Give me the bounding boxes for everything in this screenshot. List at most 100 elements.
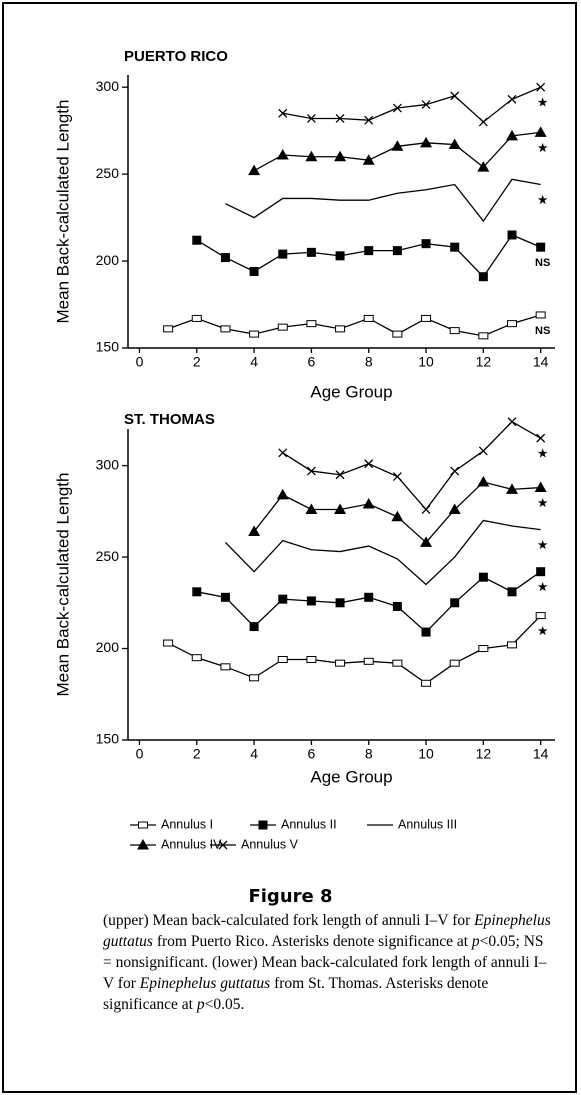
significance-label: NS bbox=[535, 325, 550, 337]
marker bbox=[277, 323, 288, 331]
marker bbox=[306, 466, 316, 476]
caption-segment: p bbox=[471, 933, 480, 950]
marker bbox=[392, 601, 402, 611]
x-tick-label: 0 bbox=[136, 746, 144, 762]
marker bbox=[334, 150, 347, 162]
x-tick-label: 12 bbox=[476, 354, 492, 370]
caption-segment: <0.05; NS = nonsignificant. (lower) Mean… bbox=[103, 933, 547, 992]
marker bbox=[335, 251, 345, 261]
marker bbox=[478, 272, 488, 282]
series-line bbox=[196, 571, 542, 633]
caption-segment: <0.05. bbox=[204, 996, 245, 1013]
marker bbox=[305, 503, 318, 514]
significance-label: ★ bbox=[538, 540, 548, 552]
marker bbox=[258, 820, 268, 830]
y-tick-label: 250 bbox=[96, 165, 120, 181]
marker bbox=[391, 140, 404, 151]
marker bbox=[507, 320, 518, 328]
legend-label: Annulus V bbox=[241, 837, 299, 851]
marker bbox=[276, 488, 289, 500]
marker bbox=[138, 821, 148, 829]
marker bbox=[421, 627, 431, 637]
marker bbox=[191, 314, 202, 322]
x-tick-label: 8 bbox=[365, 354, 373, 370]
series-line bbox=[225, 178, 541, 223]
marker bbox=[220, 592, 230, 602]
significance-label: ★ bbox=[538, 97, 548, 109]
x-tick-label: 4 bbox=[250, 354, 258, 370]
marker bbox=[392, 472, 402, 482]
marker bbox=[363, 657, 374, 665]
marker bbox=[478, 645, 489, 653]
y-axis-label: Mean Back-calculated Length bbox=[53, 100, 72, 324]
x-axis-label: Age Group bbox=[310, 382, 392, 401]
marker bbox=[249, 674, 260, 682]
caption-text: (upper) Mean back-calculated fork length… bbox=[103, 910, 551, 1015]
legend-label: Annulus II bbox=[281, 817, 337, 831]
y-tick-label: 300 bbox=[96, 456, 120, 472]
caption-segment: Epinephelus guttatus bbox=[139, 975, 271, 992]
caption-segment: from Puerto Rico. Asterisks denote signi… bbox=[152, 933, 472, 950]
marker bbox=[421, 239, 431, 249]
marker bbox=[506, 483, 519, 494]
marker bbox=[306, 114, 316, 123]
marker bbox=[507, 94, 517, 104]
significance-label: ★ bbox=[538, 626, 548, 638]
marker bbox=[278, 249, 288, 259]
x-tick-label: 14 bbox=[533, 354, 549, 370]
marker bbox=[276, 148, 289, 160]
marker bbox=[278, 594, 288, 604]
marker bbox=[392, 103, 402, 113]
marker bbox=[335, 470, 345, 480]
marker bbox=[334, 503, 347, 514]
marker bbox=[278, 108, 288, 118]
marker bbox=[335, 598, 345, 608]
marker bbox=[507, 417, 517, 427]
marker bbox=[507, 641, 518, 649]
y-tick-label: 150 bbox=[96, 731, 120, 747]
marker bbox=[306, 596, 316, 606]
marker bbox=[450, 466, 460, 476]
marker bbox=[249, 330, 260, 338]
marker bbox=[191, 654, 202, 662]
significance-label: ★ bbox=[538, 142, 548, 154]
marker bbox=[192, 587, 202, 597]
legend-label: Annulus IV bbox=[161, 837, 222, 851]
significance-label: ★ bbox=[538, 194, 548, 206]
marker bbox=[448, 503, 461, 514]
marker bbox=[392, 246, 402, 256]
marker bbox=[534, 126, 547, 137]
marker bbox=[420, 136, 433, 148]
marker bbox=[163, 325, 174, 333]
marker bbox=[450, 242, 460, 252]
marker bbox=[220, 663, 231, 671]
marker bbox=[249, 266, 259, 276]
marker bbox=[364, 592, 374, 602]
x-tick-label: 4 bbox=[250, 746, 258, 762]
marker bbox=[218, 840, 228, 850]
marker bbox=[421, 505, 431, 514]
marker bbox=[163, 639, 174, 647]
x-tick-label: 10 bbox=[418, 746, 434, 762]
marker bbox=[335, 325, 346, 333]
caption-segment: from St. Thomas. Asterisks denote signif… bbox=[103, 975, 489, 1013]
marker bbox=[362, 154, 375, 165]
marker bbox=[249, 622, 259, 632]
series-line bbox=[282, 86, 541, 123]
x-tick-label: 10 bbox=[418, 354, 434, 370]
marker bbox=[392, 659, 403, 667]
x-tick-label: 14 bbox=[533, 746, 549, 762]
significance-label: ★ bbox=[538, 582, 548, 594]
marker bbox=[536, 242, 546, 252]
marker bbox=[535, 311, 546, 319]
y-tick-label: 300 bbox=[96, 78, 120, 94]
caption-title: Figure 8 bbox=[248, 886, 333, 907]
marker bbox=[391, 510, 404, 522]
x-tick-label: 12 bbox=[476, 746, 492, 762]
marker bbox=[248, 164, 261, 176]
marker bbox=[364, 459, 374, 469]
marker bbox=[335, 659, 346, 667]
marker bbox=[450, 91, 460, 101]
y-axis-label: Mean Back-calculated Length bbox=[53, 473, 72, 697]
